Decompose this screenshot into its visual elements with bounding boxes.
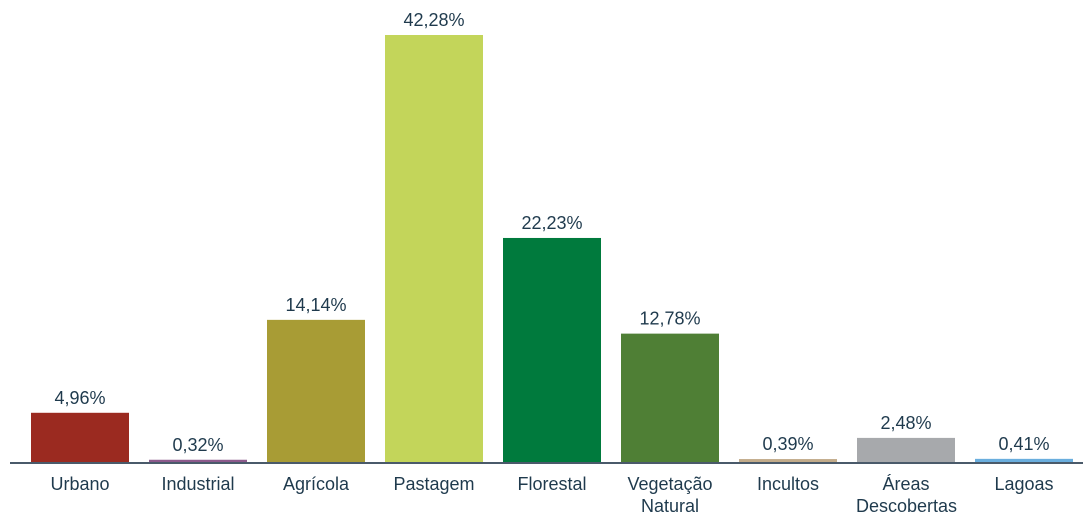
x-tick-label: Urbano [50, 474, 110, 494]
x-tick-label: Industrial [161, 474, 235, 494]
x-tick-label: Vegetação Natural [627, 474, 713, 516]
x-tick-label: Agrícola [282, 474, 350, 494]
value-label: 0,32% [172, 435, 223, 455]
value-label: 12,78% [639, 309, 700, 329]
x-tick-label: Áreas Descobertas [856, 474, 958, 516]
value-label: 14,14% [285, 295, 346, 315]
bar [739, 459, 837, 463]
bar [385, 35, 483, 463]
value-label: 42,28% [403, 10, 464, 30]
bar [31, 412, 129, 463]
bar [149, 459, 247, 463]
x-tick-label: Lagoas [994, 474, 1054, 494]
bar [621, 333, 719, 463]
value-label: 22,23% [521, 213, 582, 233]
x-tick-label: Florestal [517, 474, 587, 494]
bar [857, 437, 955, 463]
x-tick-label: Incultos [756, 474, 820, 494]
bar [267, 319, 365, 463]
value-label: 4,96% [54, 388, 105, 408]
value-label: 0,41% [998, 434, 1049, 454]
bar [503, 237, 601, 463]
value-label: 2,48% [880, 413, 931, 433]
x-tick-label: Pastagem [393, 474, 475, 494]
value-label: 0,39% [762, 434, 813, 454]
bar [975, 458, 1073, 463]
